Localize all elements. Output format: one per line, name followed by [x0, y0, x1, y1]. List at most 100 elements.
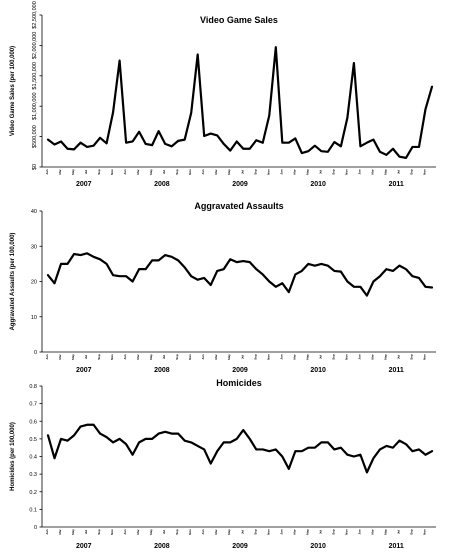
- month-tick-label: Sep: [97, 529, 101, 535]
- month-tick-label: Sep: [97, 169, 101, 175]
- data-point: [418, 277, 420, 279]
- data-point: [353, 286, 355, 288]
- month-tick-label: Nov: [110, 529, 114, 535]
- month-tick-label: Jan: [45, 354, 49, 359]
- data-point: [105, 142, 108, 144]
- data-point: [118, 275, 121, 277]
- month-tick-label: Jan: [45, 169, 49, 174]
- data-point: [229, 441, 231, 443]
- year-label: 2007: [76, 367, 92, 374]
- y-tick-label: 20: [31, 280, 37, 286]
- data-point: [333, 141, 335, 143]
- y-tick-label: 10: [31, 315, 37, 321]
- month-tick-label: Nov: [188, 529, 192, 535]
- data-point: [385, 154, 388, 156]
- data-point: [184, 440, 186, 442]
- month-tick-label: Jan: [357, 169, 361, 174]
- data-point: [79, 142, 82, 144]
- month-tick-label: Jan: [45, 529, 49, 534]
- data-point: [385, 268, 388, 270]
- data-point: [203, 135, 205, 137]
- data-point: [92, 256, 95, 258]
- data-point: [60, 140, 62, 143]
- month-tick-label: Sep: [253, 529, 257, 535]
- chart-video-game-sales: Video Game Sales Video Game Sales (per 10…: [10, 1, 436, 188]
- month-tick-label: Jul: [240, 170, 244, 175]
- data-point: [73, 148, 75, 150]
- data-point: [92, 145, 95, 147]
- month-tick-label: Jul: [396, 170, 400, 175]
- month-tick-label: Jul: [240, 355, 244, 360]
- data-point: [392, 270, 394, 272]
- month-tick-label: Sep: [175, 354, 179, 360]
- data-point: [197, 53, 199, 56]
- month-tick-label: Jul: [84, 355, 88, 360]
- data-point: [307, 150, 309, 152]
- data-point: [47, 274, 49, 276]
- month-tick-label: Mar: [58, 529, 62, 535]
- year-label: 2008: [154, 543, 170, 550]
- data-point: [132, 454, 134, 456]
- y-tick-label: 0.5: [29, 437, 37, 443]
- month-tick-label: Mar: [136, 169, 140, 175]
- data-point: [210, 462, 212, 465]
- data-point: [262, 273, 264, 276]
- data-point: [268, 280, 270, 283]
- month-tick-label: Nov: [188, 354, 192, 360]
- data-point: [320, 441, 322, 443]
- data-point: [92, 424, 95, 426]
- month-tick-label: Sep: [409, 529, 413, 535]
- data-point: [411, 146, 414, 148]
- data-point: [307, 263, 309, 265]
- data-point: [242, 429, 244, 431]
- data-point: [210, 132, 212, 135]
- year-label: 2007: [76, 543, 92, 550]
- data-point: [177, 140, 179, 142]
- data-point: [281, 142, 283, 144]
- data-point: [275, 448, 277, 451]
- y-tick-label: $500,000: [32, 125, 38, 148]
- data-point: [145, 438, 147, 440]
- data-point: [418, 146, 420, 148]
- data-point: [242, 260, 244, 262]
- data-point: [281, 282, 283, 284]
- month-tick-label: Mar: [214, 529, 218, 535]
- month-tick-label: Mar: [58, 169, 62, 175]
- month-tick-label: May: [71, 354, 75, 360]
- y-tick-label: 0.3: [29, 472, 37, 478]
- data-point: [301, 152, 303, 154]
- data-point: [431, 286, 433, 289]
- data-point: [366, 142, 368, 144]
- y-tick-label: 0.4: [29, 455, 37, 461]
- month-tick-label: May: [383, 354, 387, 360]
- month-tick-label: Mar: [214, 354, 218, 360]
- year-label: 2010: [310, 181, 326, 188]
- data-point: [307, 447, 309, 449]
- data-point: [151, 259, 153, 261]
- data-point: [216, 450, 218, 452]
- month-tick-label: Jul: [84, 530, 88, 535]
- data-point: [132, 280, 134, 283]
- data-point: [405, 443, 407, 445]
- data-point: [66, 440, 69, 442]
- data-point: [177, 259, 179, 261]
- data-point: [346, 117, 348, 119]
- month-tick-label: Mar: [370, 354, 374, 360]
- y-tick-label: 0.7: [29, 402, 37, 408]
- data-point: [405, 268, 407, 270]
- series-line: [46, 252, 434, 297]
- month-tick-label: Jan: [279, 529, 283, 534]
- data-point: [424, 108, 427, 110]
- month-tick-label: May: [305, 354, 309, 360]
- data-point: [184, 139, 186, 141]
- month-tick-label: Nov: [344, 354, 348, 360]
- data-point: [151, 144, 153, 146]
- data-point: [203, 448, 205, 451]
- data-point: [320, 150, 322, 152]
- month-tick-label: Sep: [409, 169, 413, 175]
- month-tick-label: May: [149, 354, 153, 360]
- month-tick-label: Jul: [396, 355, 400, 360]
- data-point: [340, 447, 342, 449]
- data-point: [294, 450, 296, 452]
- data-point: [223, 441, 225, 443]
